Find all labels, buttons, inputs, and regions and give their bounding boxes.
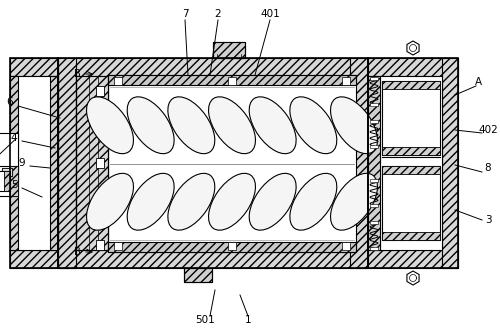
Bar <box>342 242 350 250</box>
Text: 6: 6 <box>6 97 14 107</box>
Bar <box>228 242 236 250</box>
Polygon shape <box>407 271 419 285</box>
Bar <box>382 167 440 174</box>
Bar <box>108 75 356 85</box>
Ellipse shape <box>127 173 174 230</box>
Bar <box>382 81 440 155</box>
Text: 401: 401 <box>260 9 280 19</box>
Bar <box>382 167 440 239</box>
Bar <box>76 76 108 250</box>
Ellipse shape <box>168 97 215 154</box>
Bar <box>0 133 18 171</box>
Bar <box>0 171 10 191</box>
Ellipse shape <box>168 173 215 230</box>
Ellipse shape <box>86 97 134 154</box>
Bar <box>342 77 350 85</box>
Bar <box>10 166 18 196</box>
Ellipse shape <box>330 97 378 154</box>
Bar <box>368 76 380 250</box>
Bar <box>108 85 356 242</box>
Bar <box>370 204 378 207</box>
Text: 2: 2 <box>214 9 222 19</box>
Text: 8: 8 <box>484 163 492 173</box>
Text: 1: 1 <box>244 315 252 325</box>
Bar <box>368 58 458 268</box>
Bar <box>2 168 12 176</box>
Bar <box>368 250 458 268</box>
Bar <box>370 77 378 80</box>
Bar <box>442 58 458 268</box>
Bar <box>370 179 378 182</box>
Bar <box>96 86 104 96</box>
Bar <box>10 250 58 268</box>
Text: 9: 9 <box>18 158 26 168</box>
Bar <box>370 145 378 148</box>
Ellipse shape <box>249 97 296 154</box>
Bar <box>228 77 236 85</box>
Polygon shape <box>407 41 419 55</box>
Text: 3: 3 <box>484 215 492 225</box>
Bar <box>58 58 368 268</box>
Text: B: B <box>74 69 81 79</box>
Bar <box>184 268 212 282</box>
Bar <box>184 268 212 282</box>
Bar <box>382 81 440 89</box>
Ellipse shape <box>208 173 256 230</box>
Bar <box>370 103 378 106</box>
Ellipse shape <box>290 97 337 154</box>
Bar <box>212 42 244 58</box>
Bar <box>370 247 378 250</box>
Bar <box>108 242 356 252</box>
Ellipse shape <box>249 173 296 230</box>
Bar <box>10 76 18 250</box>
Bar <box>370 221 378 224</box>
Ellipse shape <box>86 173 134 230</box>
Bar <box>114 242 122 250</box>
Bar <box>108 75 356 252</box>
Bar <box>96 158 104 168</box>
Bar <box>370 120 378 123</box>
Ellipse shape <box>127 97 174 154</box>
Bar <box>350 58 368 268</box>
Bar <box>10 58 58 76</box>
Bar <box>50 76 58 250</box>
Bar <box>382 232 440 239</box>
Text: B: B <box>74 247 81 257</box>
Text: 402: 402 <box>478 125 498 135</box>
Bar <box>380 76 442 250</box>
Text: 501: 501 <box>195 315 215 325</box>
Bar <box>382 147 440 155</box>
Text: 7: 7 <box>182 9 188 19</box>
Text: 4: 4 <box>10 133 18 143</box>
Bar <box>114 77 122 85</box>
Bar <box>58 58 76 268</box>
Ellipse shape <box>290 173 337 230</box>
Bar <box>10 58 58 268</box>
Text: A: A <box>474 77 482 87</box>
Bar <box>96 240 104 250</box>
Text: 5: 5 <box>10 180 18 190</box>
Bar <box>58 58 368 76</box>
Ellipse shape <box>208 97 256 154</box>
Bar <box>368 58 458 76</box>
Ellipse shape <box>330 173 378 230</box>
Bar <box>4 171 10 191</box>
Bar <box>0 166 18 196</box>
Bar <box>58 250 368 268</box>
Bar <box>10 76 58 250</box>
Bar <box>212 42 244 58</box>
Bar <box>2 168 12 176</box>
